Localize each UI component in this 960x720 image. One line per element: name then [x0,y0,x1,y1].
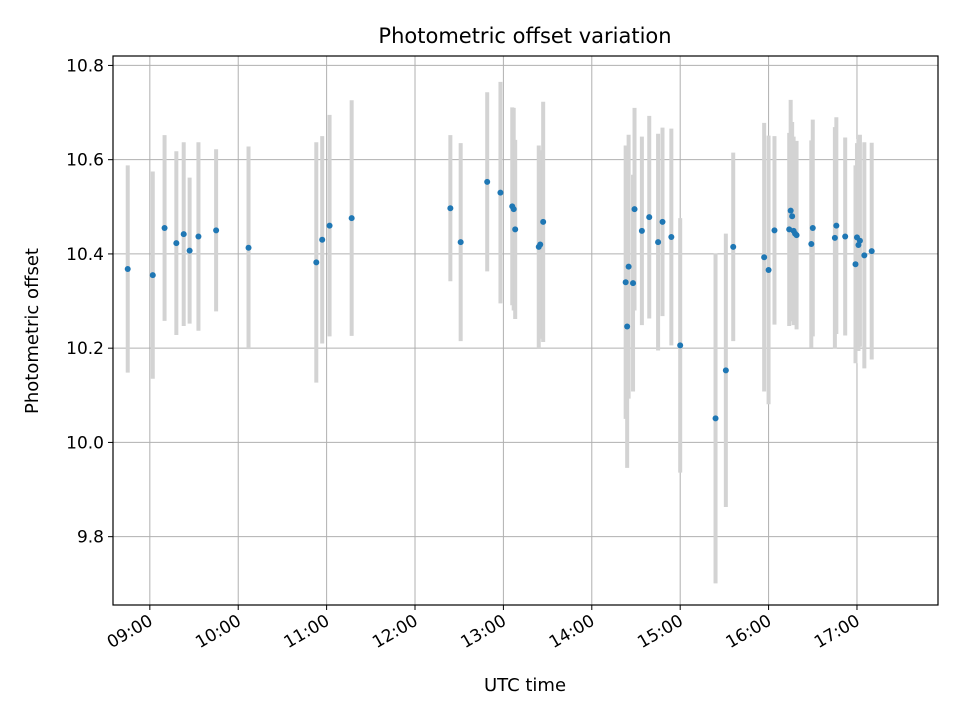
data-point [149,272,156,279]
data-point [319,236,326,243]
data-point [842,233,849,240]
data-point [540,218,547,225]
data-point [868,248,875,255]
data-point [765,266,772,273]
x-axis-label: UTC time [484,675,566,696]
data-point [861,252,868,259]
y-tick-label: 10.8 [66,56,104,76]
data-point [631,206,638,213]
data-point [655,239,662,246]
data-point [730,243,737,250]
data-point [668,233,675,240]
data-point [484,178,491,185]
data-point [789,213,796,220]
y-tick-label: 10.6 [66,151,104,171]
data-point [510,206,517,213]
data-point [809,225,816,232]
data-point [856,237,863,244]
data-point [173,240,180,247]
data-point [659,218,666,225]
data-point [180,231,187,238]
data-point [537,241,544,248]
data-point [624,323,631,330]
data-point [833,222,840,229]
data-point [831,234,838,241]
chart-title: Photometric offset variation [378,24,671,48]
data-point [787,207,794,214]
data-point [712,415,719,422]
data-point [638,227,645,234]
data-point [348,215,355,222]
data-point [245,244,252,251]
data-point [512,226,519,233]
data-point [852,261,859,268]
data-point [622,279,629,286]
data-point [808,241,815,248]
data-point [630,280,637,287]
data-points [124,178,875,422]
data-point [313,259,320,266]
plot-frame [112,55,939,606]
data-point [447,205,454,212]
data-point [761,254,768,261]
data-point [722,367,729,374]
data-point [161,225,168,232]
data-point [124,266,131,273]
data-point [497,189,504,196]
data-point [793,232,800,239]
data-point [326,222,333,229]
data-point [186,247,193,254]
data-point [625,263,632,270]
y-tick-label: 10.4 [66,245,104,265]
y-tick-label: 10.2 [66,339,104,359]
data-point [677,342,684,349]
y-tick-label: 10.0 [66,433,104,453]
data-point [771,227,778,234]
data-point [457,239,464,246]
data-point [195,233,202,240]
data-point [646,214,653,221]
y-axis-label: Photometric offset [22,248,43,414]
y-tick-label: 9.8 [77,528,104,548]
data-point [213,227,220,234]
